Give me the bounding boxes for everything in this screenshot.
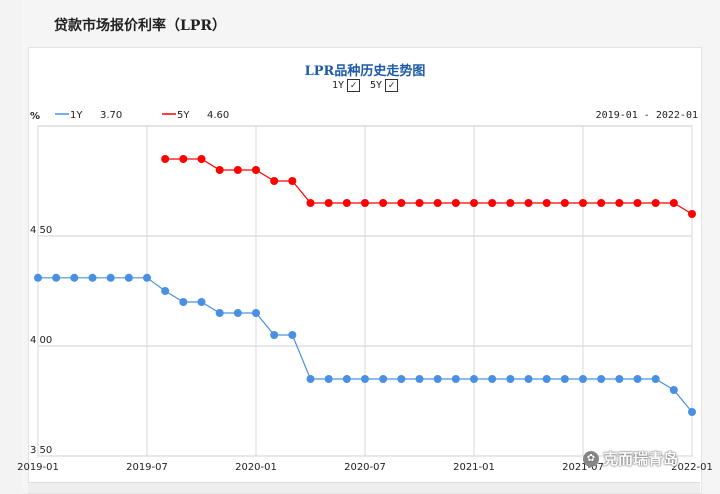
data-point-5y (361, 199, 369, 207)
y-axis-label: % (30, 111, 40, 122)
data-point-1y (615, 375, 624, 383)
data-point-1y (52, 273, 61, 282)
data-point-1y (451, 375, 460, 383)
data-point-5y (688, 210, 696, 218)
data-point-1y (197, 298, 206, 306)
data-point-1y (215, 309, 224, 317)
data-point-5y (542, 199, 551, 207)
data-point-1y (651, 375, 660, 383)
toggle-1y-label: 1Y (331, 80, 344, 91)
data-point-1y (288, 331, 297, 339)
data-point-5y (288, 177, 297, 185)
data-point-5y (342, 199, 351, 207)
data-point-1y (669, 386, 678, 394)
footer-bar (28, 482, 700, 493)
data-point-1y (342, 375, 351, 383)
data-point-1y (252, 309, 260, 317)
data-point-1y (488, 375, 497, 383)
data-point-1y (324, 375, 333, 383)
data-point-5y (252, 166, 260, 174)
toggle-1y[interactable]: 1Y ✓ (332, 79, 360, 92)
data-point-1y (542, 375, 551, 383)
data-point-5y (233, 166, 242, 174)
x-tick-label: 2019-07 (126, 462, 168, 473)
data-point-5y (451, 199, 460, 207)
watermark-text: 克而瑞青岛 (603, 450, 679, 468)
data-point-1y (106, 273, 115, 282)
data-point-1y (633, 375, 642, 383)
legend-label-5y: 5Y (177, 110, 190, 121)
data-point-1y (179, 298, 188, 306)
toggle-5y-label: 5Y (370, 80, 383, 91)
data-point-5y (470, 199, 478, 207)
legend-label-1y: 1Y (70, 110, 83, 121)
data-point-5y (306, 199, 315, 207)
data-point-1y (124, 273, 133, 282)
data-point-5y (524, 199, 533, 207)
data-point-5y (415, 199, 424, 207)
data-point-1y (579, 375, 587, 383)
y-tick-label: 3.50 (30, 445, 52, 456)
data-point-1y (70, 273, 79, 282)
data-point-1y (597, 375, 606, 383)
data-point-1y (470, 375, 478, 383)
x-tick-label: 2022-01 (671, 462, 713, 473)
page-title: 贷款市场报价利率（LPR） (54, 18, 227, 34)
data-point-5y (669, 199, 678, 207)
toggle-5y-checkbox[interactable]: ✓ (385, 79, 399, 92)
toggle-1y-checkbox[interactable]: ✓ (346, 79, 360, 92)
data-point-5y (433, 199, 442, 207)
data-point-5y (651, 199, 660, 207)
x-tick-label: 2021-07 (562, 462, 604, 473)
series-line-5y (165, 158, 693, 215)
date-range-label: 2019-01 - 2022-01 (596, 110, 698, 121)
wechat-icon: ✿ (583, 450, 599, 467)
data-point-1y (143, 273, 151, 282)
chart-title: LPR品种历史走势图 (304, 64, 426, 79)
y-tick-label: 4.50 (30, 225, 52, 236)
data-point-1y (524, 375, 533, 383)
data-point-5y (506, 199, 515, 207)
data-point-1y (306, 375, 315, 383)
data-point-1y (433, 375, 442, 383)
legend-value-1y: 3.70 (100, 110, 122, 121)
data-point-5y (488, 199, 497, 207)
data-point-5y (161, 155, 170, 163)
x-tick-label: 2019-01 (17, 462, 59, 473)
data-point-1y (415, 375, 424, 383)
data-point-1y (161, 287, 170, 295)
data-point-1y (506, 375, 515, 383)
y-tick-label: 4.00 (30, 335, 52, 346)
series-toggles: 1Y ✓ 5Y ✓ (29, 79, 701, 92)
data-point-1y (361, 375, 369, 383)
data-point-1y (34, 273, 42, 282)
watermark: ✿ 克而瑞青岛 (583, 448, 678, 469)
data-point-5y (560, 199, 569, 207)
toggle-5y[interactable]: 5Y ✓ (370, 79, 399, 92)
data-point-1y (397, 375, 406, 383)
legend-value-5y: 4.60 (207, 110, 229, 121)
data-point-1y (270, 331, 279, 339)
data-point-5y (579, 199, 587, 207)
data-point-5y (179, 155, 188, 163)
data-point-5y (197, 155, 206, 163)
data-point-1y (560, 375, 569, 383)
x-tick-label: 2020-07 (344, 462, 386, 473)
data-point-5y (597, 199, 606, 207)
data-point-1y (688, 408, 696, 416)
x-tick-label: 2020-01 (235, 462, 277, 473)
data-point-5y (615, 199, 624, 207)
data-point-5y (215, 166, 224, 174)
data-point-5y (633, 199, 642, 207)
data-point-5y (324, 199, 333, 207)
data-point-5y (397, 199, 406, 207)
data-point-1y (379, 375, 388, 383)
x-tick-label: 2021-01 (453, 462, 495, 473)
data-point-1y (233, 309, 242, 317)
data-point-5y (270, 177, 279, 185)
data-point-5y (379, 199, 388, 207)
data-point-1y (88, 273, 97, 282)
